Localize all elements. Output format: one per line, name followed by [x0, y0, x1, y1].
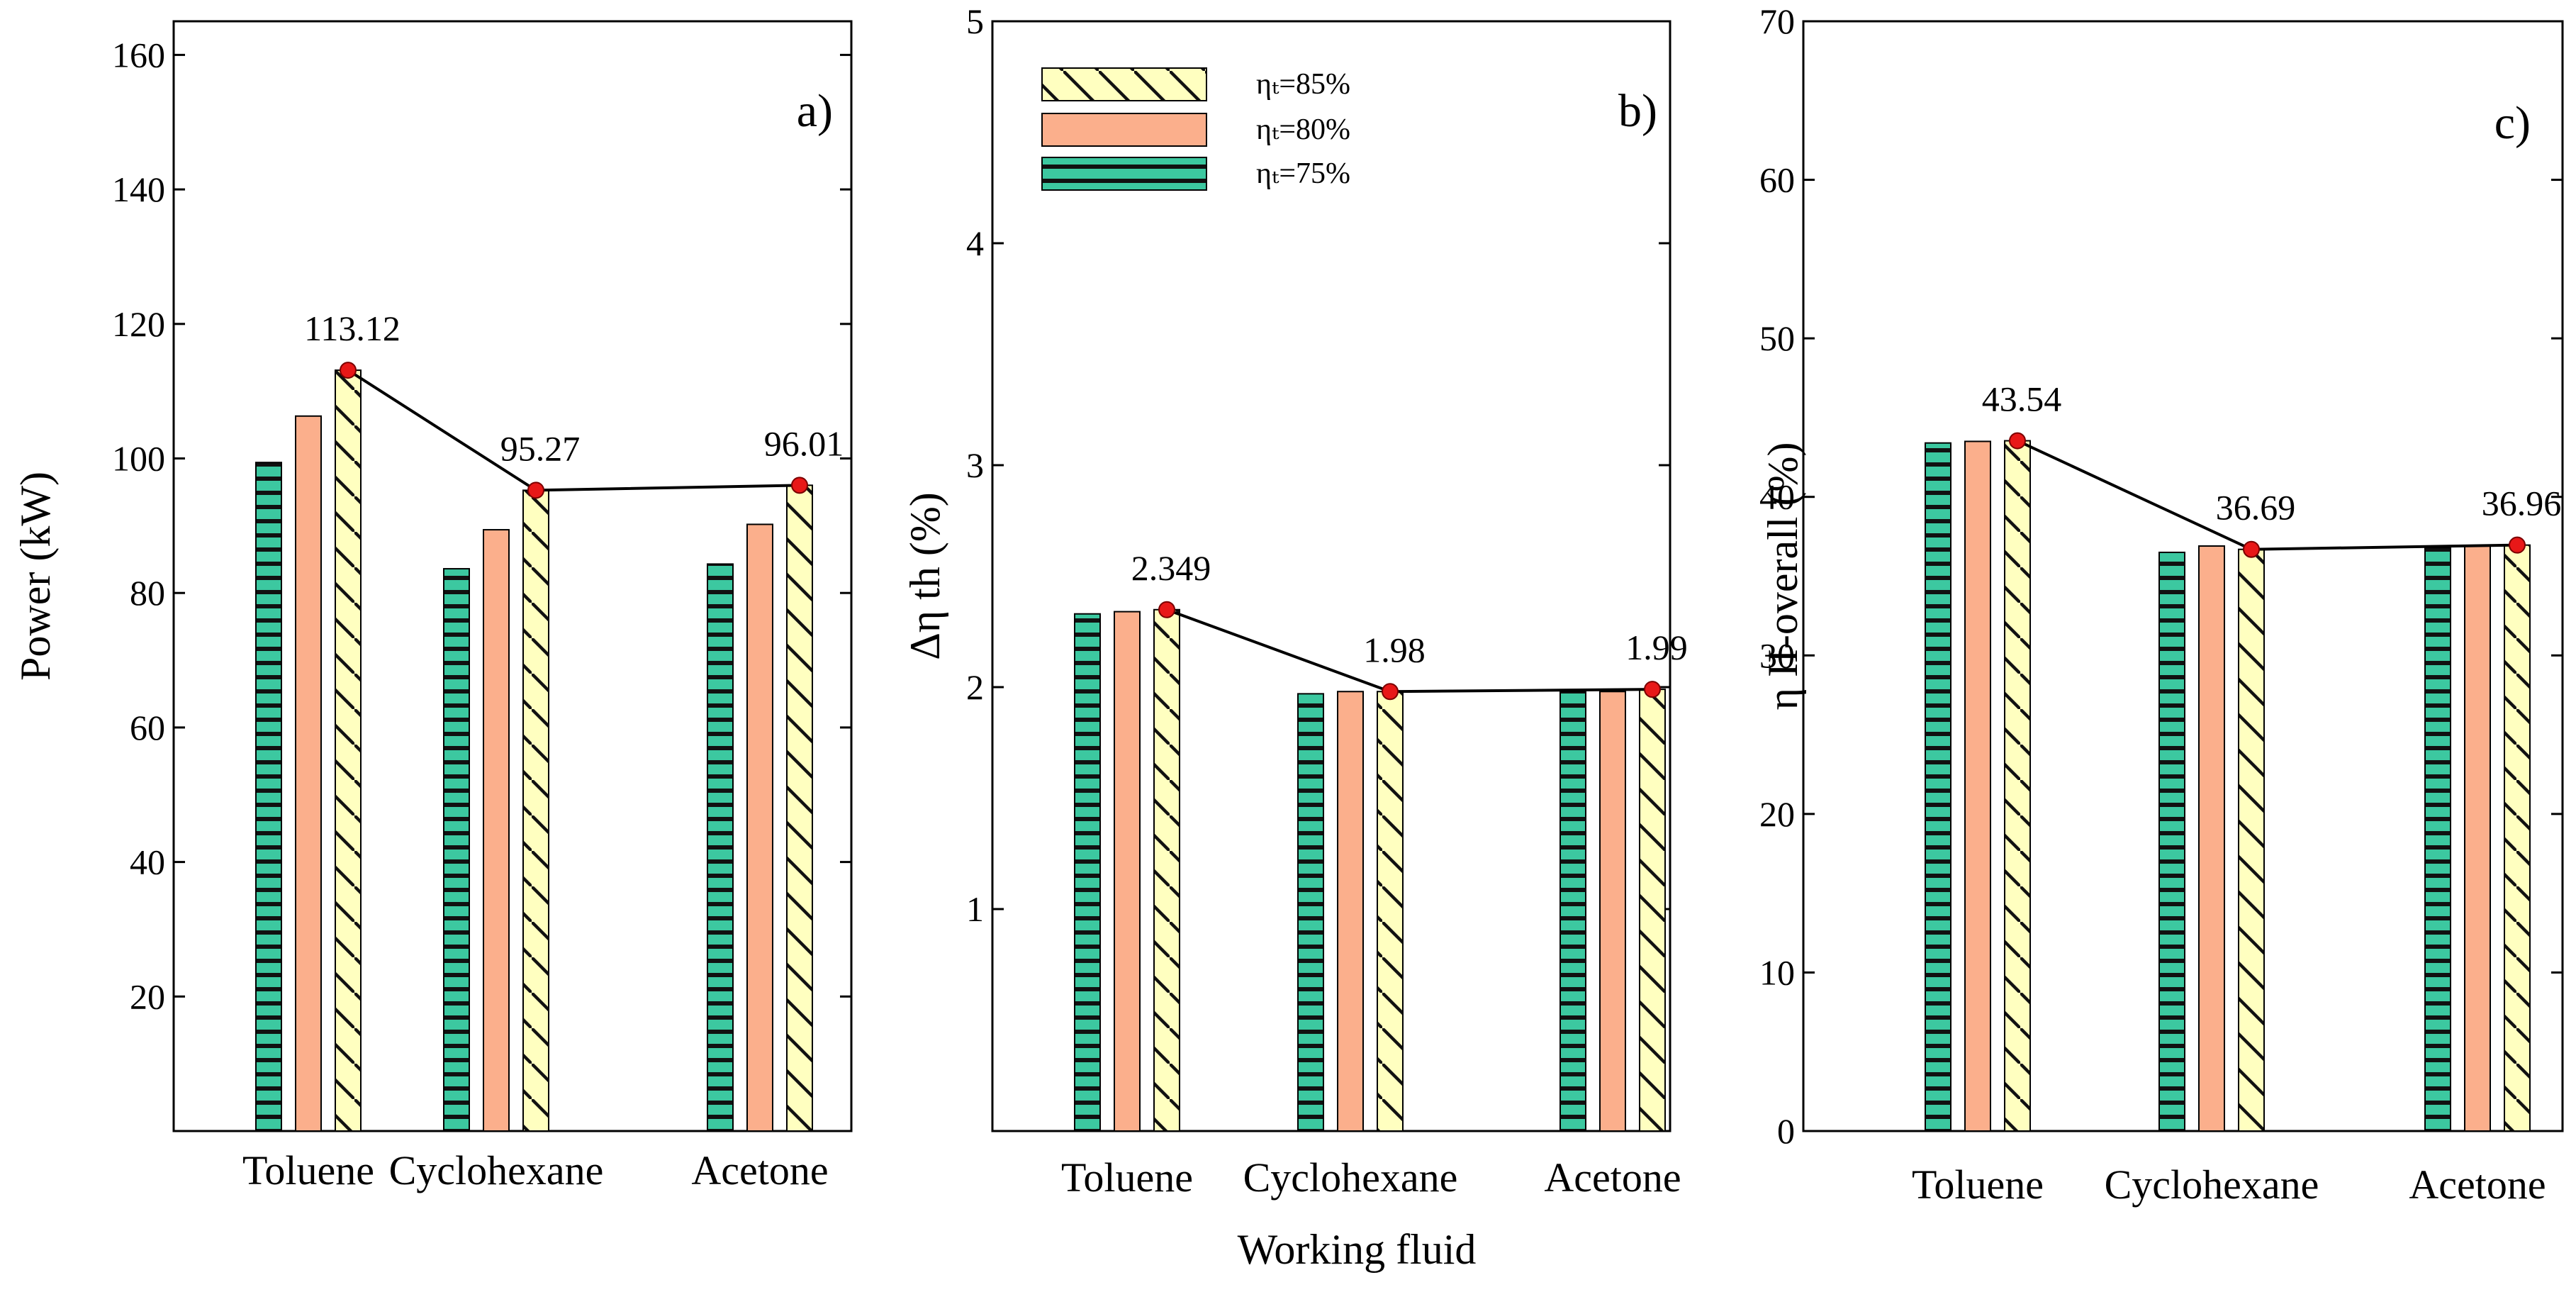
x-tick-label: Acetone: [1544, 1154, 1681, 1201]
bar-s85-acetone: [786, 484, 813, 1132]
legend-item-s85: ηₜ=85%: [1041, 67, 1350, 101]
bar-s80-cyclohexane: [2198, 545, 2225, 1132]
y-axis-title: η II-overall (%): [1759, 442, 1806, 711]
bar-s75-cyclohexane: [2158, 551, 2185, 1132]
bar-s75-toluene: [255, 462, 282, 1132]
x-tick-label: Cyclohexane: [2105, 1162, 2319, 1208]
bar-s80-toluene: [1114, 611, 1141, 1132]
x-tick-label: Acetone: [691, 1147, 828, 1193]
panel-tag: b): [1618, 85, 1657, 137]
bar-s80-acetone: [2464, 545, 2491, 1132]
plot-frame: [172, 20, 853, 1132]
trend-marker: [527, 481, 544, 499]
trend-marker: [791, 477, 808, 494]
x-tick-label: Toluene: [242, 1147, 374, 1193]
trend-marker: [1382, 683, 1399, 701]
x-tick-label: Cyclohexane: [1243, 1154, 1458, 1201]
value-annotation: 36.69: [2216, 488, 2296, 528]
y-tick-label: 50: [1759, 318, 1795, 358]
y-tick-label: 1: [966, 889, 984, 929]
bar-s85-acetone: [1639, 689, 1666, 1132]
y-tick-label: 10: [1759, 952, 1795, 992]
x-tick-label: Toluene: [1061, 1154, 1193, 1201]
y-tick-label: 30: [1759, 635, 1795, 675]
bar-s80-toluene: [295, 415, 322, 1132]
bar-s75-acetone: [707, 563, 734, 1132]
bar-s75-acetone: [1559, 691, 1586, 1132]
y-tick-label: 100: [112, 439, 165, 479]
legend-label: ηₜ=85%: [1256, 68, 1350, 101]
bar-s80-cyclohexane: [1337, 691, 1364, 1132]
y-tick-label: 60: [130, 708, 165, 747]
legend-label: ηₜ=75%: [1256, 157, 1350, 190]
bar-s75-cyclohexane: [443, 568, 470, 1132]
y-tick-label: 70: [1759, 1, 1795, 41]
panel-tag: a): [797, 85, 833, 137]
bar-s80-cyclohexane: [483, 529, 510, 1132]
bar-s85-cyclohexane: [522, 489, 549, 1132]
legend-swatch: [1041, 113, 1207, 147]
panel-tag: c): [2494, 97, 2531, 149]
y-tick-label: 20: [130, 976, 165, 1016]
legend-swatch: [1041, 157, 1207, 191]
y-axis-title: Power (kW): [12, 472, 59, 681]
bar-s85-cyclohexane: [1377, 691, 1404, 1132]
y-tick-label: 60: [1759, 160, 1795, 200]
bar-s85-acetone: [2504, 544, 2531, 1132]
legend-item-s75: ηₜ=75%: [1041, 157, 1350, 191]
panel-c: 0 10 20 30 40 50 60 70 43.54 36.69 36.96 Toluene Cyc…: [1759, 1, 2564, 1208]
bar-s75-cyclohexane: [1297, 693, 1324, 1132]
value-annotation: 95.27: [500, 428, 581, 468]
legend-swatch: [1041, 67, 1207, 101]
y-axis-title: Δη th (%): [902, 492, 948, 660]
bar-s85-toluene: [2004, 440, 2031, 1132]
panel-b: 1 2 3 4 5 2.349 1.98 1.99 Toluene Cyclohexane Acet…: [902, 1, 1688, 1201]
trend-marker: [340, 362, 357, 379]
y-tick-label: 4: [966, 223, 984, 263]
value-annotation: 36.96: [2482, 484, 2562, 523]
bar-s80-acetone: [746, 523, 773, 1132]
plot-frame: [991, 20, 1671, 1132]
trend-marker: [1644, 681, 1661, 698]
panel-a: 20 40 60 80 100 120 140 160 113.12 95.27 96.01 Tolu…: [12, 20, 853, 1193]
trend-marker: [2243, 540, 2260, 558]
trend-marker: [2509, 536, 2526, 554]
x-tick-label: Cyclohexane: [389, 1147, 604, 1193]
y-tick-label: 0: [1777, 1111, 1795, 1151]
bar-s80-toluene: [1964, 440, 1991, 1132]
y-tick-label: 40: [130, 842, 165, 882]
y-tick-label: 5: [966, 1, 984, 41]
value-annotation: 1.98: [1363, 630, 1426, 669]
y-tick-label: 160: [112, 35, 165, 74]
y-tick-label: 120: [112, 304, 165, 344]
value-annotation: 113.12: [304, 308, 401, 348]
bar-s85-toluene: [335, 369, 362, 1132]
value-annotation: 96.01: [764, 423, 844, 463]
value-annotation: 1.99: [1625, 628, 1688, 667]
value-annotation: 2.349: [1131, 548, 1211, 588]
legend-item-s80: ηₜ=80%: [1041, 113, 1350, 147]
value-annotation: 43.54: [1982, 379, 2062, 419]
x-tick-label: Acetone: [2409, 1162, 2546, 1208]
bar-s85-toluene: [1153, 608, 1180, 1132]
bar-s80-acetone: [1599, 691, 1626, 1132]
y-tick-label: 40: [1759, 477, 1795, 517]
x-axis-title: Working fluid: [1238, 1226, 1477, 1273]
trend-marker: [1158, 601, 1175, 618]
y-tick-label: 20: [1759, 794, 1795, 834]
bar-s75-acetone: [2424, 547, 2451, 1132]
y-tick-label: 140: [112, 169, 165, 209]
trend-marker: [2009, 432, 2026, 450]
legend-label: ηₜ=80%: [1256, 113, 1350, 146]
y-tick-label: 2: [966, 667, 984, 707]
x-tick-label: Toluene: [1912, 1162, 2044, 1208]
legend: ηₜ=85% ηₜ=80% ηₜ=75%: [1041, 67, 1350, 191]
bar-s75-toluene: [1925, 442, 1951, 1132]
bar-s75-toluene: [1074, 613, 1101, 1132]
y-tick-label: 3: [966, 445, 984, 485]
y-tick-label: 80: [130, 573, 165, 613]
bar-s85-cyclohexane: [2238, 548, 2265, 1132]
